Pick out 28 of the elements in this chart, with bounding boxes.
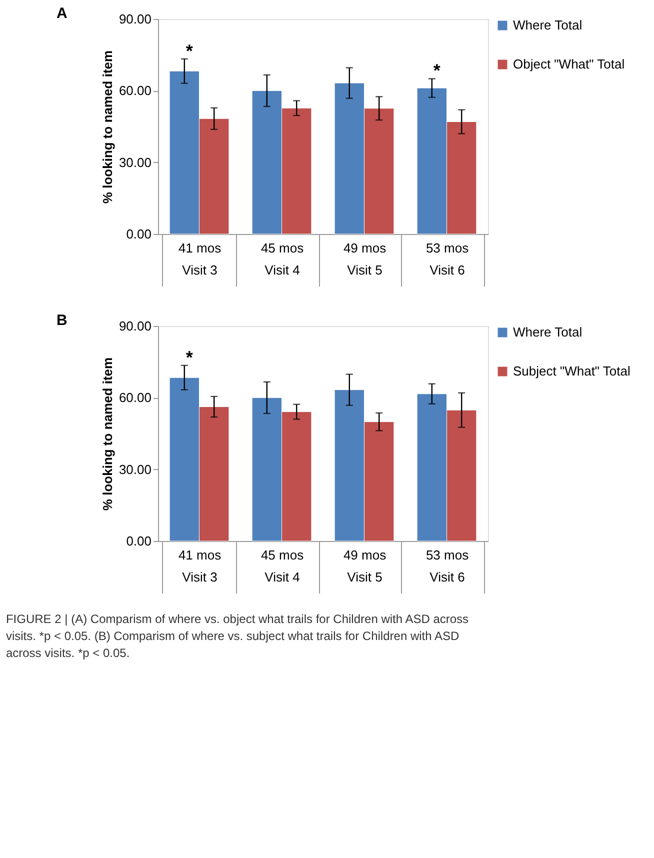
annotation: * [433, 60, 440, 81]
legend-label: Where Total [513, 324, 582, 340]
x-tick-label: 41 mos Visit 3 [178, 548, 222, 584]
legend-label: Subject "What" Total [513, 364, 630, 378]
x-tick-label: 49 mos Visit 5 [343, 240, 387, 278]
x-tick-label: 41 mos Visit 3 [178, 240, 222, 278]
y-tick-label: 30.00 [118, 154, 152, 170]
y-axis-title: % looking to named item [100, 357, 115, 511]
x-tick-label: 53 mos Visit 6 [426, 548, 470, 584]
y-tick-label: 60.00 [118, 83, 152, 98]
y-tick-label: 90.00 [118, 12, 152, 26]
chart-title: A [56, 5, 68, 22]
x-tick-label: 53 mos Visit 6 [426, 240, 470, 278]
y-tick-label: 0.00 [126, 534, 152, 548]
y-tick-label: 30.00 [118, 462, 152, 477]
annotation: * [186, 40, 193, 61]
legend-label: Where Total [513, 18, 582, 32]
x-tick-label: 45 mos Visit 4 [260, 548, 304, 584]
x-tick-label: 45 mos Visit 4 [260, 240, 304, 278]
y-axis-title: % looking to named item [100, 50, 115, 204]
caption: FIGURE 2 | (A) Comparism of where vs. object what trails for Children with ASD across visits. *p < 0.05. (B) Comparism of where vs. subject what trails for Children with ASD across visits. *p < 0.05. [6, 612, 469, 660]
legend-label: Object "What" Total [513, 56, 625, 72]
chart-title: B [56, 312, 68, 329]
x-tick-label: 49 mos Visit 5 [343, 548, 387, 584]
annotation: * [186, 347, 193, 368]
y-tick-label: 0.00 [126, 226, 152, 242]
y-tick-label: 60.00 [118, 390, 152, 406]
y-tick-label: 90.00 [118, 318, 152, 334]
